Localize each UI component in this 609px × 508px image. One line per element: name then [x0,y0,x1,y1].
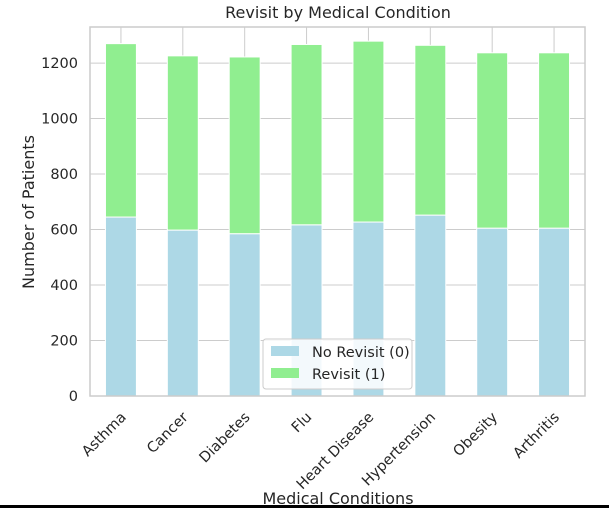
legend: No Revisit (0) Revisit (1) [262,338,413,390]
y-tick-label: 1200 [41,56,78,72]
chart-title: Revisit by Medical Condition [225,3,451,22]
plot-frame [89,26,586,397]
bar-revisit [414,44,447,216]
y-tick-label: 400 [50,278,78,294]
y-tick-label: 1000 [41,112,78,128]
x-axis-label: Medical Conditions [262,489,413,508]
x-tick-label: Flu [289,410,316,437]
bar-revisit [228,56,261,235]
bar-revisit [352,40,385,223]
bar-revisit [476,52,509,229]
bar-no-revisit [166,229,199,397]
x-tick-label: Arthritis [511,410,563,462]
legend-swatch-revisit [271,368,299,378]
y-tick-label: 600 [50,223,78,239]
legend-box [262,338,413,390]
x-tick-label: Obesity [451,409,502,460]
y-tick-label: 200 [50,334,78,350]
bar-revisit [538,52,571,229]
legend-swatch-no-revisit [271,346,299,356]
bar-revisit [290,43,323,226]
legend-label-revisit: Revisit (1) [312,367,385,383]
bar-no-revisit [538,227,571,397]
y-tick-label: 0 [69,389,78,405]
bar-no-revisit [104,216,137,397]
x-tick-label: Cancer [144,409,191,456]
bar-no-revisit [476,227,509,397]
bar-no-revisit [414,214,447,397]
y-axis-label: Number of Patients [19,135,38,289]
y-tick-labels: 0 200 400 600 800 1000 1200 [41,56,78,405]
x-tick-label: Diabetes [197,410,254,467]
y-tick-label: 800 [50,167,78,183]
bottom-border [0,505,609,508]
bar-revisit [104,43,137,218]
legend-label-no-revisit: No Revisit (0) [312,345,410,361]
x-tick-label: Asthma [79,410,129,460]
bar-no-revisit [228,233,261,397]
bar-revisit [166,55,199,231]
